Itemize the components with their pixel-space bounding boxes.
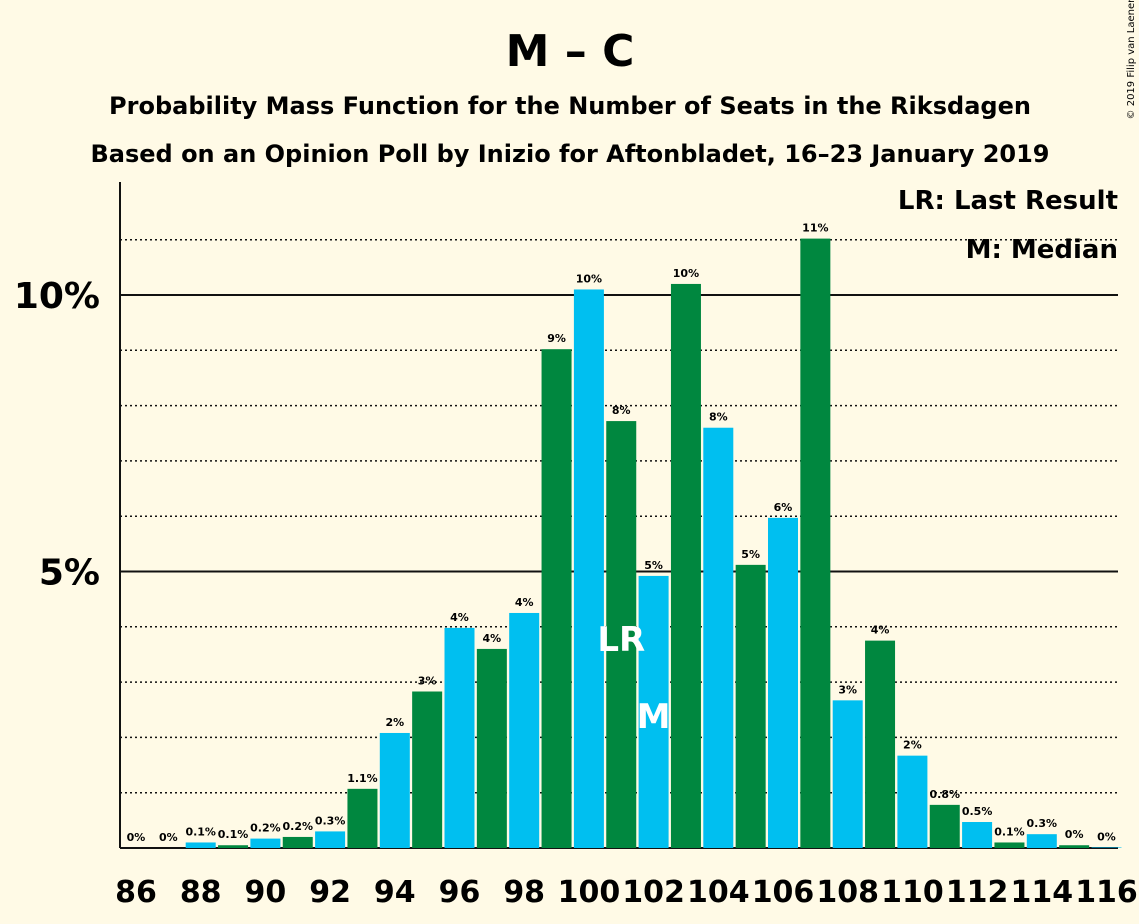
x-tick-label: 114 — [1010, 875, 1073, 910]
bar-93 — [347, 788, 378, 848]
data-label-106: 6% — [774, 501, 793, 514]
bar-88 — [185, 842, 216, 848]
data-label-107: 11% — [802, 222, 828, 235]
bar-116 — [1091, 847, 1122, 848]
data-label-112: 0.5% — [962, 805, 993, 818]
x-tick-label: 98 — [503, 875, 545, 910]
bar-102 — [638, 575, 669, 848]
x-tick-label: 100 — [558, 875, 621, 910]
data-label-110: 2% — [903, 739, 922, 752]
chart-title: M – C — [506, 26, 635, 77]
bar-113 — [994, 842, 1025, 848]
bar-105 — [735, 564, 766, 848]
data-label-97: 4% — [483, 632, 502, 645]
data-label-94: 2% — [385, 716, 404, 729]
data-label-96: 4% — [450, 611, 469, 624]
data-label-105: 5% — [741, 548, 760, 561]
bar-114 — [1026, 834, 1057, 848]
bar-111 — [929, 804, 960, 848]
data-label-102: 5% — [644, 559, 663, 572]
chart-subtitle-1: Probability Mass Function for the Number… — [109, 92, 1031, 120]
x-tick-label: 88 — [180, 875, 222, 910]
data-label-92: 0.3% — [315, 814, 346, 827]
data-label-115: 0% — [1065, 828, 1084, 841]
bar-96 — [444, 627, 475, 848]
data-label-89: 0.1% — [218, 828, 249, 841]
data-label-111: 0.8% — [929, 788, 960, 801]
x-tick-label: 116 — [1075, 875, 1138, 910]
x-tick-label: 94 — [374, 875, 416, 910]
bar-97 — [476, 648, 507, 848]
y-axis-labels: 5% 10% — [14, 276, 100, 594]
legend-median: M: Median — [966, 235, 1118, 265]
bar-91 — [282, 836, 313, 848]
bar-89 — [218, 845, 249, 848]
data-label-113: 0.1% — [994, 825, 1025, 838]
x-tick-label: 110 — [881, 875, 944, 910]
data-label-98: 4% — [515, 596, 534, 609]
bar-103 — [670, 283, 701, 848]
data-label-95: 3% — [418, 675, 437, 688]
bar-112 — [962, 822, 993, 848]
median-marker: M — [637, 697, 671, 737]
x-tick-label: 102 — [622, 875, 685, 910]
data-label-108: 3% — [838, 683, 857, 696]
bar-115 — [1059, 845, 1090, 848]
data-label-99: 9% — [547, 332, 566, 345]
bar-110 — [897, 755, 928, 848]
x-tick-label: 104 — [687, 875, 750, 910]
copyright-text: © 2019 Filip van Laenen — [1126, 0, 1137, 119]
chart-subtitle-2: Based on an Opinion Poll by Inizio for A… — [90, 140, 1049, 168]
data-label-88: 0.1% — [185, 825, 216, 838]
bar-94 — [379, 732, 410, 848]
bar-98 — [509, 612, 540, 848]
x-axis-labels: 86 88 90 92 94 96 98 100 102 104 106 108 110 112 114 11… — [115, 875, 1138, 910]
last-result-marker: LR — [597, 620, 645, 660]
bar-90 — [250, 838, 281, 848]
y-tick-label: 5% — [39, 553, 100, 594]
data-label-116: 0% — [1097, 830, 1116, 843]
data-label-93: 1.1% — [347, 772, 378, 785]
y-tick-label: 10% — [14, 276, 100, 317]
data-label-87: 0% — [159, 831, 178, 844]
bars: 0% 0% 0.1% 0.1%0.2% 0.2% 0.3%1.1%2%3%4%4%4%9%… — [127, 222, 1122, 849]
data-label-100: 10% — [576, 272, 602, 285]
bar-107 — [800, 238, 831, 848]
bar-109 — [865, 640, 896, 848]
data-label-90: 0.2% — [250, 822, 281, 835]
data-label-86: 0% — [127, 831, 146, 844]
bar-92 — [315, 831, 346, 848]
bar-95 — [412, 691, 443, 848]
x-tick-label: 96 — [439, 875, 481, 910]
bar-99 — [541, 349, 572, 848]
data-label-103: 10% — [673, 267, 699, 280]
x-tick-label: 86 — [115, 875, 157, 910]
x-tick-label: 108 — [816, 875, 879, 910]
x-tick-label: 106 — [752, 875, 815, 910]
x-tick-label: 92 — [309, 875, 351, 910]
data-label-91: 0.2% — [282, 820, 313, 833]
bar-106 — [768, 517, 798, 848]
markers: LR M — [597, 620, 670, 737]
legend-last-result: LR: Last Result — [898, 186, 1118, 216]
data-label-109: 4% — [871, 624, 890, 637]
data-label-114: 0.3% — [1027, 817, 1058, 830]
x-tick-label: 90 — [245, 875, 287, 910]
bar-100 — [573, 289, 604, 849]
x-tick-label: 112 — [946, 875, 1009, 910]
bar-104 — [703, 427, 734, 848]
bar-101 — [606, 421, 637, 848]
data-label-101: 8% — [612, 404, 631, 417]
data-label-104: 8% — [709, 411, 728, 424]
bar-108 — [832, 700, 863, 848]
